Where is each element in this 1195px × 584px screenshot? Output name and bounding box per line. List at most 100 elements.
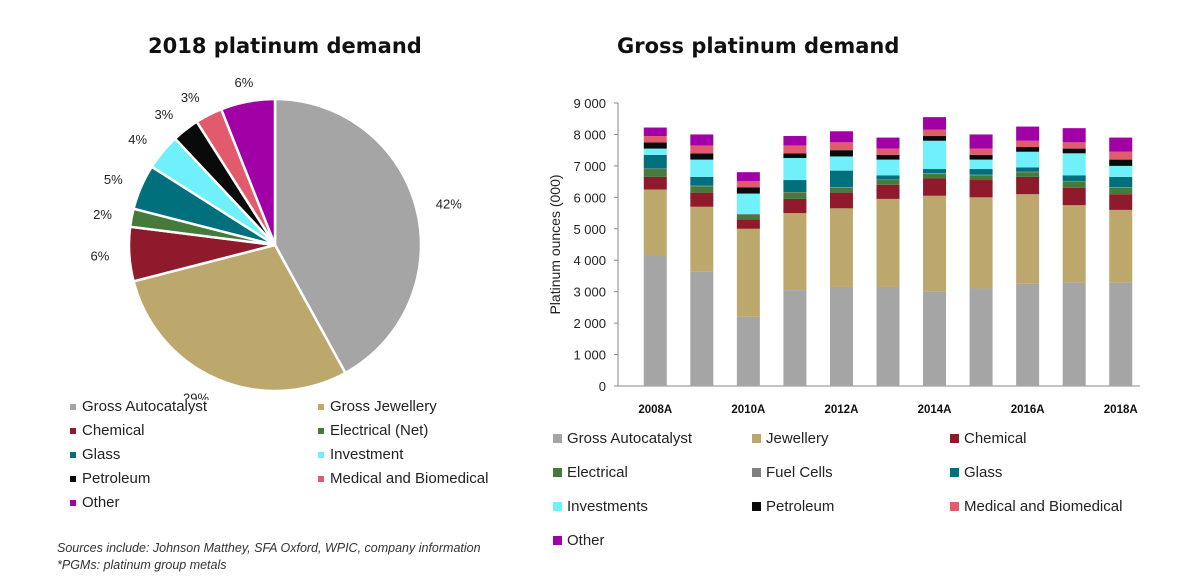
legend-swatch (950, 434, 959, 443)
y-tick-label: 6 000 (573, 190, 606, 205)
pie-legend-item-chemical: Chemical (70, 422, 145, 439)
legend-swatch (553, 536, 562, 545)
pie-legend-item-gross-jewellery: Gross Jewellery (318, 398, 437, 415)
legend-swatch (318, 451, 324, 458)
bar-segment-glass (829, 170, 853, 188)
bar-segment-investments (1016, 151, 1040, 168)
bar-segment-electrical (969, 175, 993, 181)
bar-segment-jewellery (969, 197, 993, 289)
legend-swatch (553, 468, 562, 477)
bar-segment-investments (829, 156, 853, 171)
bar-segment-investments (1062, 153, 1086, 176)
legend-label: Other (567, 532, 605, 549)
pie-slice-other (219, 97, 277, 246)
pie-label-gross-autocatalyst: 42% (436, 197, 462, 212)
bar-legend-item-medical-and-biomedical: Medical and Biomedical (950, 498, 1122, 515)
bar-chart-title: Gross platinum demand (617, 34, 900, 58)
bar-segment-gross-autocatalyst (783, 290, 807, 386)
bar-segment-fuel-cells (1109, 187, 1133, 188)
bar-segment-petroleum (643, 142, 667, 149)
bar-segment-fuel-cells (969, 174, 993, 176)
bar-segment-fuel-cells (690, 185, 714, 187)
legend-swatch (318, 427, 324, 434)
bar-segment-gross-autocatalyst (736, 316, 760, 386)
bar-segment-electrical (1109, 187, 1133, 195)
stacked-bar-chart: 0 1 000 2 000 3 000 4 000 5 000 6 000 7 000 8 00… (547, 96, 1140, 416)
bar-segment-investments (783, 158, 807, 181)
bar-segment-medical-and-biomedical (1016, 140, 1040, 148)
pie-label-glass: 5% (104, 172, 123, 187)
bar-segment-glass (690, 176, 714, 186)
x-tick-label: 2018A (1104, 404, 1138, 416)
bar-segment-electrical (923, 173, 947, 179)
bar-segment-investments (1109, 165, 1133, 177)
bar-segment-petroleum (876, 154, 900, 160)
bar-segment-other (829, 131, 853, 143)
bar-segment-fuel-cells (1016, 171, 1040, 173)
bar-segment-gross-autocatalyst (923, 291, 947, 386)
pie-chart: 42% 29% 6% 2% 5% 4% 3% 3% 6% (91, 75, 463, 400)
legend-label: Petroleum (766, 498, 835, 515)
bar-segment-electrical (1062, 181, 1086, 188)
bar-segment-gross-autocatalyst (643, 255, 667, 386)
pie-label-gross-jewellery: 29% (183, 390, 209, 400)
bar-segment-investments (923, 140, 947, 170)
bar-segment-jewellery (783, 213, 807, 291)
legend-swatch (70, 475, 76, 482)
y-tick-label: 0 (599, 379, 606, 394)
legend-swatch (318, 403, 324, 410)
bar-segment-fuel-cells (876, 179, 900, 181)
pie-chart-title: 2018 platinum demand (148, 34, 422, 58)
bar-segment-jewellery (876, 198, 900, 287)
bar-segment-chemical (690, 192, 714, 207)
legend-label: Gross Autocatalyst (567, 430, 693, 447)
bar-segment-glass (923, 169, 947, 174)
bar-segment-petroleum (690, 153, 714, 160)
bar-segment-petroleum (969, 154, 993, 160)
bar-segment-medical-and-biomedical (736, 180, 760, 188)
bar-segment-electrical (829, 187, 853, 193)
pie-label-electrical-net: 2% (93, 207, 112, 222)
legend-swatch (950, 468, 959, 477)
legend-swatch (553, 434, 562, 443)
bar-segment-chemical (829, 192, 853, 209)
bar-segment-medical-and-biomedical (829, 142, 853, 151)
bar-segment-jewellery (690, 206, 714, 272)
bar-segment-petroleum (829, 150, 853, 157)
bar-legend-item-glass: Glass (950, 464, 1002, 481)
bar-legend-item-other: Other (553, 532, 605, 549)
y-tick-label: 1 000 (573, 348, 606, 363)
y-axis-label: Platinum ounces (000) (547, 174, 563, 314)
bar-segment-jewellery (643, 189, 667, 256)
legend-label: Gross Autocatalyst (82, 398, 208, 415)
bar-segment-chemical (1062, 187, 1086, 206)
bar-segment-gross-autocatalyst (1062, 282, 1086, 386)
y-tick-label: 2 000 (573, 316, 606, 331)
bar-segment-petroleum (1062, 148, 1086, 154)
bar-segment-other (1062, 128, 1086, 143)
bar-segment-electrical (876, 180, 900, 185)
bar-segment-medical-and-biomedical (1062, 142, 1086, 149)
legend-swatch (950, 502, 959, 511)
legend-label: Glass (964, 464, 1003, 481)
legend-label: Electrical (567, 464, 628, 481)
pie-legend-item-gross-autocatalyst: Gross Autocatalyst (70, 398, 207, 415)
bar-segment-chemical (1016, 176, 1040, 195)
pie-label-petroleum: 3% (154, 107, 173, 122)
bar-legend-item-investments: Investments (553, 498, 648, 515)
legend-swatch (752, 502, 761, 511)
x-tick-label: 2016A (1011, 404, 1045, 416)
bar-segment-chemical (969, 180, 993, 198)
bar-segment-fuel-cells (923, 173, 947, 174)
legend-swatch (70, 427, 76, 434)
bar-segment-gross-autocatalyst (829, 286, 853, 386)
bar-segment-petroleum (1109, 159, 1133, 166)
pie-label-chemical: 6% (91, 248, 110, 263)
bar-legend-item-chemical: Chemical (950, 430, 1027, 447)
bar-legend-item-jewellery: Jewellery (752, 430, 829, 447)
bar-segment-petroleum (783, 153, 807, 159)
legend-label: Chemical (964, 430, 1027, 447)
legend-label: Glass (82, 446, 121, 463)
bar-legend-item-fuel-cells: Fuel Cells (752, 464, 833, 481)
bar-segment-chemical (876, 184, 900, 199)
